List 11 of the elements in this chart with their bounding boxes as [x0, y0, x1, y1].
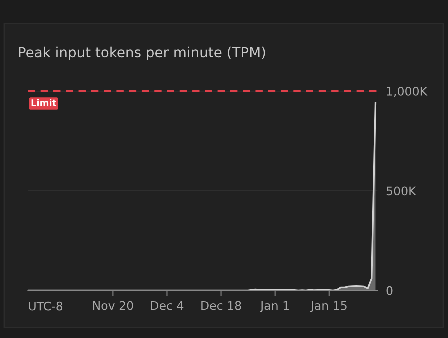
chart-title: Peak input tokens per minute (TPM) — [19, 46, 266, 60]
x-tick-label: Nov 20 — [93, 301, 134, 310]
y-tick-label: 1,000K — [387, 86, 428, 98]
x-tick-label: Dec 4 — [151, 301, 184, 310]
x-tick-label: Jan 15 — [310, 301, 347, 312]
ref-line-label: Limit — [32, 99, 56, 106]
y-tick-label: 500K — [386, 186, 417, 196]
x-tick-label: Jan 1 — [260, 301, 289, 312]
y-tick-label: 0 — [386, 286, 393, 296]
x-tick-label: Dec 18 — [202, 301, 242, 310]
text: UTC-8 — [29, 302, 63, 311]
